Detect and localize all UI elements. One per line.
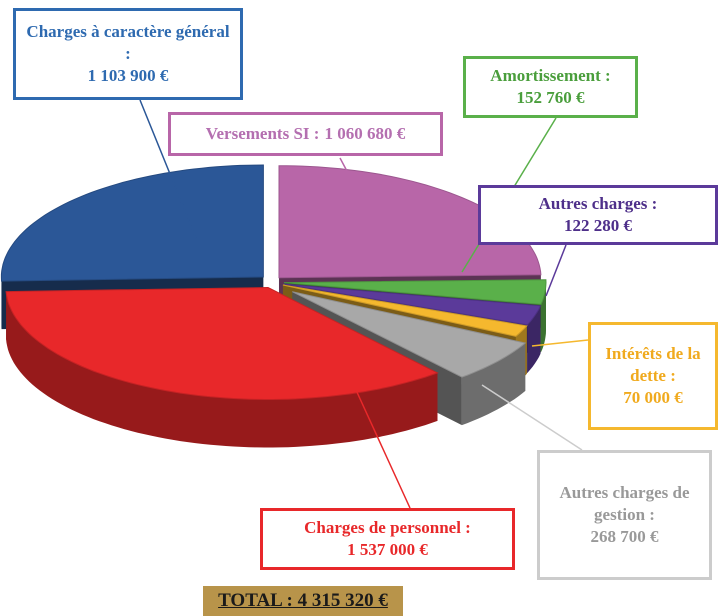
leader-line — [531, 339, 589, 347]
category-name: Charges à caractère général : — [26, 22, 230, 63]
slice-label: Charges de personnel : 1 537 000 € — [260, 508, 515, 570]
leader-line — [355, 389, 411, 509]
leader-line — [481, 384, 583, 451]
slice-side — [6, 291, 438, 448]
slice-label: Charges à caractère général : 1 103 900 € — [13, 8, 243, 100]
value-label: 1 103 900 € — [87, 66, 169, 85]
leader-line — [139, 99, 197, 239]
category-name: Intérêts de la dette : — [605, 344, 701, 385]
category-name: Charges de personnel : — [304, 518, 471, 537]
slice-top — [283, 279, 547, 305]
slice-top — [282, 284, 528, 337]
slice-side — [461, 343, 526, 426]
total-label: TOTAL : 4 315 320 € — [203, 586, 403, 616]
category-name: Autres charges de gestion : — [559, 483, 690, 524]
value-label: 122 280 € — [564, 216, 632, 235]
slice-top — [292, 291, 527, 378]
slice-label: Amortissement : 152 760 € — [463, 56, 638, 118]
slice-label: Versements SI :1 060 680 € — [168, 112, 443, 156]
value-label: 1 537 000 € — [347, 540, 428, 559]
slice-side — [540, 282, 546, 353]
slice — [5, 286, 439, 448]
category-name: Autres charges : — [538, 194, 658, 213]
category-name: Amortissement : — [490, 66, 611, 85]
leader-line — [545, 244, 567, 297]
leader-line — [339, 157, 373, 219]
slice-label: Autres charges : 122 280 € — [478, 185, 718, 245]
value-label: 268 700 € — [590, 527, 659, 546]
slice-label: Intérêts de la dette : 70 000 € — [588, 322, 718, 430]
slice-top — [0, 164, 264, 282]
slice-top — [283, 283, 542, 326]
value-label: 70 000 € — [623, 388, 683, 407]
slice-label: Autres charges de gestion : 268 700 € — [537, 450, 712, 580]
slice-side — [527, 305, 541, 373]
category-name: Versements SI : — [205, 124, 320, 143]
value-label: 152 760 € — [516, 88, 585, 107]
value-label: 1 060 680 € — [324, 124, 406, 143]
